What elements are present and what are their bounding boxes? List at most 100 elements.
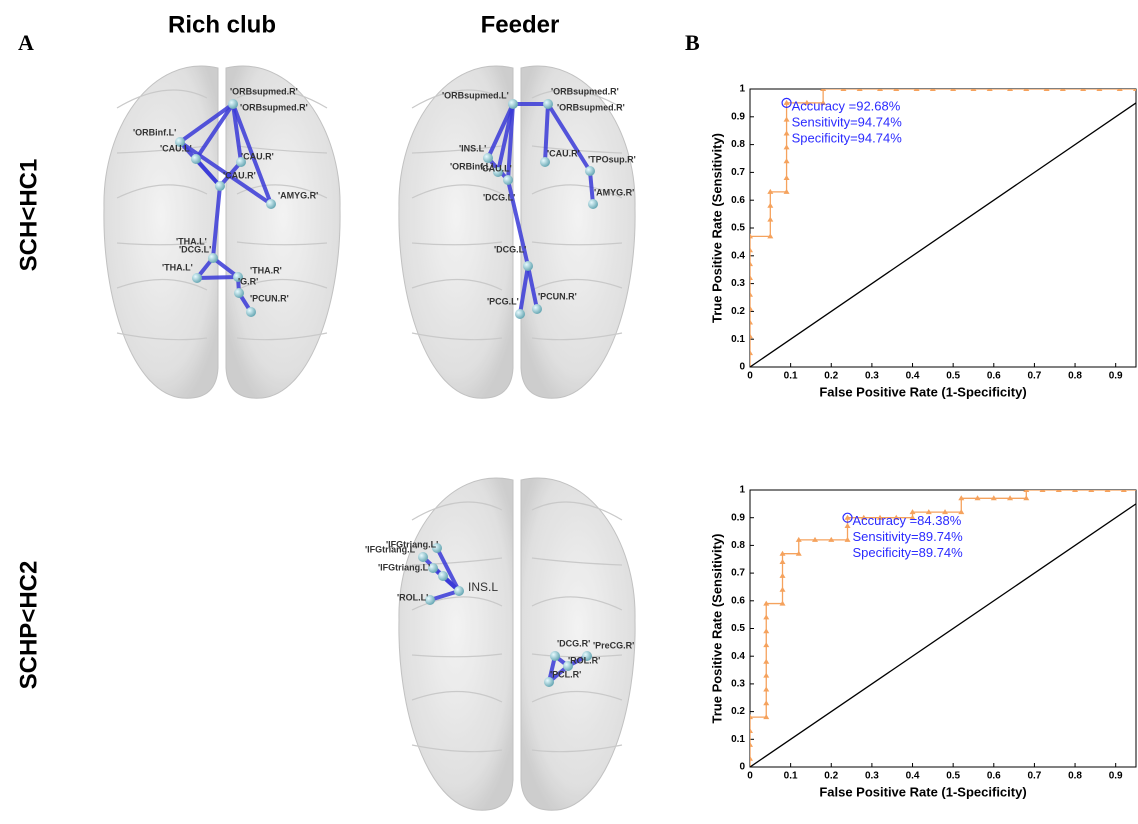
node-label: 'PreCG.R': [593, 640, 634, 650]
y-tick-label: 0.8: [731, 540, 745, 551]
point-marker: [750, 714, 753, 720]
x-tick-label: 0.9: [1109, 771, 1123, 782]
connection: [178, 102, 235, 144]
point-marker: [929, 89, 936, 91]
node-label: 'DCG.L': [494, 244, 526, 254]
y-tick-label: 0.4: [731, 651, 745, 662]
y-tick-label: 0.2: [731, 306, 745, 317]
point-marker: [820, 89, 827, 91]
connection: [506, 178, 530, 268]
annotation: Accuracy =84.38%: [853, 513, 962, 528]
node-label: 'DCG.L': [179, 244, 211, 254]
point-marker: [763, 614, 770, 620]
node: [236, 157, 246, 167]
node: [425, 595, 435, 605]
gyrus: [411, 184, 503, 199]
gyrus: [116, 184, 208, 199]
point-marker: [767, 216, 774, 222]
node-label: 'ORBsupmed.R': [551, 86, 619, 96]
gyrus: [411, 501, 503, 521]
panel-label: A: [18, 30, 34, 55]
roc-chart: 0 0.1 0.2 0.3 0.4 0.5 0.6 0.7 0.8 0.9 0 0.1 0.2 0.3 0.…: [709, 84, 1137, 399]
node: [588, 199, 598, 209]
node-label: 'G.R': [238, 276, 258, 286]
point-marker: [783, 130, 790, 136]
connection: [194, 102, 235, 161]
point-marker: [763, 672, 770, 678]
y-tick-label: 0.1: [731, 734, 745, 745]
point-marker: [1096, 89, 1103, 91]
point-marker: [820, 99, 827, 105]
row-label: SCHP<HC2: [15, 561, 42, 690]
point-marker: [783, 188, 790, 194]
point-marker: [958, 509, 965, 515]
row-label: SCH<HC1: [15, 159, 42, 272]
node-label: 'THA.L': [162, 262, 193, 272]
node: [246, 307, 256, 317]
gyrus: [531, 744, 623, 753]
point-marker: [783, 158, 790, 164]
x-tick-label: 0.7: [1027, 371, 1041, 382]
gyrus: [411, 278, 503, 291]
point-marker: [783, 116, 790, 122]
point-marker: [812, 536, 819, 542]
connection: [231, 102, 273, 206]
operating-point: [781, 97, 792, 109]
point-marker: [763, 686, 770, 692]
node: [266, 199, 276, 209]
plot-area: [750, 89, 1136, 367]
node-label: 'AMYG.R': [278, 190, 318, 200]
y-tick-label: 0.4: [731, 250, 745, 261]
node-label: INS.L: [468, 580, 498, 594]
column-header: Feeder: [481, 11, 560, 38]
point-marker: [1059, 89, 1066, 91]
point-marker: [779, 586, 786, 592]
point-marker: [779, 550, 786, 556]
gyrus: [531, 596, 623, 611]
annotation: Specificity=89.74%: [853, 545, 964, 560]
node-label: 'DCG.L': [483, 192, 515, 202]
x-tick-label: 0.3: [865, 371, 879, 382]
y-tick-label: 0.9: [731, 111, 745, 122]
node: [438, 571, 448, 581]
x-tick-label: 0.2: [824, 371, 838, 382]
node: [483, 153, 493, 163]
gyrus: [116, 89, 208, 109]
connection: [588, 169, 595, 206]
node: [454, 586, 464, 596]
roc-line: [750, 503, 1136, 767]
x-axis-label: False Positive Rate (1-Specificity): [819, 384, 1026, 399]
node-label: 'ORBsupmed.L': [442, 90, 509, 100]
point-marker: [909, 514, 916, 520]
roc-line: [750, 102, 1136, 367]
point-marker: [1072, 490, 1079, 492]
node: [215, 181, 225, 191]
node: [582, 651, 592, 661]
annotation: Sensitivity=89.74%: [853, 529, 964, 544]
hemisphere: [103, 65, 219, 399]
connection: [435, 546, 461, 593]
node: [515, 309, 525, 319]
point-marker: [750, 261, 753, 267]
point-marker: [750, 291, 753, 297]
gyrus: [531, 653, 623, 658]
x-tick-label: 0.4: [906, 371, 920, 382]
node: [550, 651, 560, 661]
y-tick-label: 0.2: [731, 706, 745, 717]
brain: 'ORBsupmed.L' 'ORBsupmed.R' 'ORBsupmed.R' '…: [398, 65, 636, 399]
x-tick-label: 0: [747, 771, 753, 782]
point-marker: [1120, 490, 1127, 492]
x-axis-label: False Positive Rate (1-Specificity): [819, 784, 1026, 799]
point-marker: [750, 755, 753, 761]
point-marker: [909, 509, 916, 515]
y-tick-label: 0.3: [731, 278, 745, 289]
point-marker: [750, 247, 753, 253]
point-marker: [860, 514, 867, 520]
point-marker: [750, 727, 753, 733]
node: [544, 677, 554, 687]
point-marker: [763, 700, 770, 706]
node: [428, 563, 438, 573]
node-label: 'ORBsupmed.R': [240, 102, 308, 112]
point-marker: [877, 514, 884, 520]
